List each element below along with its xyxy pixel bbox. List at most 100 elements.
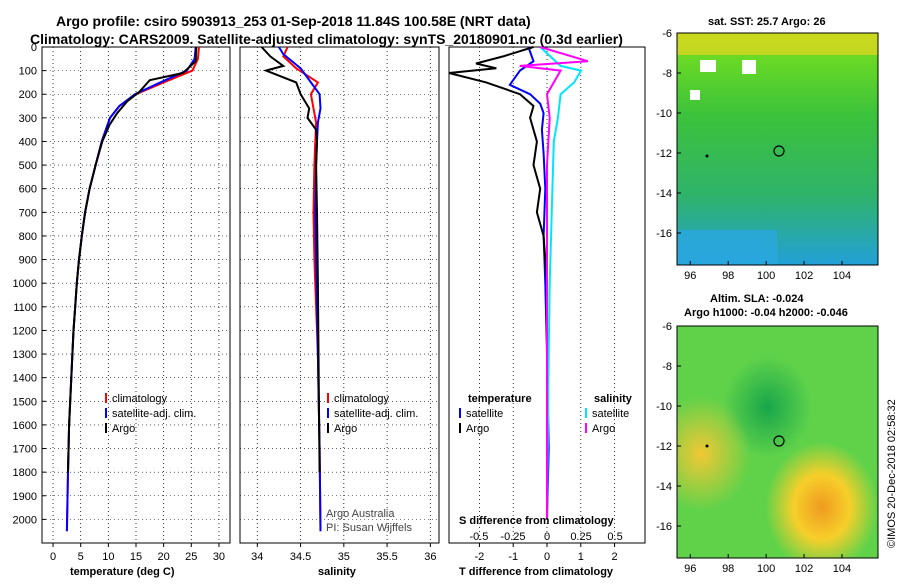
map-lat-tick-label: -12 [656,441,672,453]
header-line-1: Argo profile: csiro 5903913_253 01-Sep-2… [56,13,531,29]
x-tick-label: 36 [424,551,436,563]
map-lon-tick-label: 102 [795,563,813,575]
depth-tick-label: 1000 [13,278,37,290]
depth-tick-label: 1300 [13,349,37,361]
depth-tick-label: 600 [19,184,37,196]
x-tick-label: -0.5 [469,531,488,543]
map-lon-tick-label: 104 [833,270,851,282]
s-difference-xlabel: S difference from climatology [459,515,615,527]
depth-tick-label: 400 [19,136,37,148]
depth-tick-label: 2000 [13,514,37,526]
map-lon-tick-label: 98 [722,563,734,575]
map-lon-tick-label: 96 [684,270,696,282]
depth-tick-label: 1600 [13,420,37,432]
sst-map: -6 -8 -10 -12 -14 -16 96 98 100 102 104 sat. SST: … [656,16,879,282]
map-lat-tick-label: -12 [656,148,672,160]
depth-tick-label: 1700 [13,444,37,456]
x-tick-label: 5 [78,551,84,563]
series-line-argo [519,46,589,520]
x-tick-label: 0 [50,551,56,563]
temperature-panel: 0 5 10 15 20 25 30 temperature (deg C) climato… [41,46,231,578]
x-tick-label: 34.5 [290,551,311,563]
map-lon-tick-label: 100 [757,563,775,575]
legend-label-climatology: climatology [334,393,390,405]
depth-tick-label: 1100 [13,302,37,314]
series-line-argo [67,46,198,473]
x-tick-label: 0 [544,551,550,563]
map-lat-tick-label: -6 [662,28,672,40]
x-tick-label: 30 [213,551,225,563]
legend-title-temperature: temperature [468,393,532,405]
series-line-satellite [539,46,583,520]
x-tick-label: -0.25 [500,531,525,543]
legend-label-satellite: satellite-adj. clim. [112,408,196,420]
sst-map-title: sat. SST: 25.7 Argo: 26 [708,16,826,28]
map-lat-tick-label: -16 [656,228,672,240]
x-tick-label: 0.5 [607,531,622,543]
argo-position-marker [773,435,785,447]
depth-tick-label: 700 [19,207,37,219]
depth-tick-label: 1800 [13,467,37,479]
x-tick-label: 15 [130,551,142,563]
map-lat-tick-label: -10 [656,401,672,413]
x-tick-label: 35 [338,551,350,563]
map-lon-tick-label: 96 [684,563,696,575]
legend-label-s-argo: Argo [592,423,615,435]
map-lat-tick-label: -8 [662,68,672,80]
map-lon-tick-label: 102 [795,270,813,282]
legend-label-t-argo: Argo [466,423,489,435]
credit-argo-australia: Argo Australia [326,508,395,520]
map-lat-tick-label: -10 [656,108,672,120]
depth-tick-label: 100 [19,66,37,78]
legend-label-t-satellite: satellite [466,408,503,420]
x-tick-label: 34 [251,551,263,563]
legend-label-argo: Argo [334,423,357,435]
temperature-xlabel: temperature (deg C) [70,566,175,578]
header-line-2: Climatology: CARS2009. Satellite-adjuste… [30,31,623,47]
depth-tick-label: 200 [19,89,37,101]
map-lon-tick-label: 100 [757,270,775,282]
depth-tick-label: 1400 [13,373,37,385]
difference-panel: -2 -1 0 1 2 -0.5 -0.25 0 0.25 0.5 T difference f… [448,46,646,578]
map-lat-tick-label: -14 [656,188,672,200]
argo-position-marker [773,145,785,157]
credit-pi: PI: Susan Wijffels [326,522,412,534]
series-line-argo [260,46,321,473]
depth-tick-label: 300 [19,113,37,125]
legend-label-s-satellite: satellite [592,408,629,420]
map-lat-tick-label: -8 [662,361,672,373]
x-tick-label: -1 [508,551,518,563]
map-lat-tick-label: -14 [656,481,672,493]
x-tick-label: 0 [544,531,550,543]
depth-tick-label: 1200 [13,325,37,337]
x-tick-label: -2 [475,551,485,563]
imos-credit: ©IMOS 20-Dec-2018 02:58:32 [886,399,898,548]
x-tick-label: 25 [185,551,197,563]
map-lon-tick-label: 104 [833,563,851,575]
salinity-panel: 34 34.5 35 35.5 36 salinity climatology sate… [239,46,440,578]
map-lat-tick-label: -6 [662,321,672,333]
depth-tick-label: 800 [19,231,37,243]
depth-tick-label: 1900 [13,491,37,503]
legend-label-climatology: climatology [112,393,168,405]
x-tick-label: 10 [102,551,114,563]
x-tick-label: 0.25 [570,531,591,543]
legend-title-salinity: salinity [594,393,633,405]
salinity-xlabel: salinity [318,566,357,578]
legend-label-satellite: satellite-adj. clim. [334,408,418,420]
sla-map-title-2: Argo h1000: -0.04 h2000: -0.046 [684,307,848,319]
depth-tick-label: 900 [19,255,37,267]
series-line-argo [448,46,548,284]
x-tick-label: 35.5 [376,551,397,563]
depth-tick-label: 500 [19,160,37,172]
x-tick-label: 2 [612,551,618,563]
depth-tick-label: 0 [31,42,37,54]
legend-label-argo: Argo [112,423,135,435]
x-tick-label: 20 [158,551,170,563]
sla-map-title-1: Altim. SLA: -0.024 [710,293,804,305]
sla-map: -6 -8 -10 -12 -14 -16 96 98 100 102 104 Altim. SLA… [656,293,879,575]
depth-axis: 0 100 200 300 400 500 600 700 800 900 1000 1100 1200… [13,42,46,526]
depth-tick-label: 1500 [13,396,37,408]
t-difference-xlabel: T difference from climatology [459,566,614,578]
